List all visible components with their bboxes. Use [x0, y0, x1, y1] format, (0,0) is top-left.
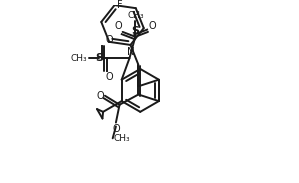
Text: F: F: [117, 0, 122, 10]
Text: S: S: [95, 53, 103, 63]
Text: O: O: [149, 21, 157, 31]
Text: CH₃: CH₃: [71, 54, 88, 63]
Text: O: O: [105, 35, 113, 45]
Text: O: O: [96, 91, 104, 101]
Text: O: O: [114, 21, 122, 31]
Text: S: S: [131, 26, 139, 36]
Text: N: N: [126, 47, 134, 57]
Text: CH₃: CH₃: [127, 11, 144, 20]
Text: O: O: [105, 72, 113, 82]
Text: O: O: [112, 124, 120, 134]
Text: CH₃: CH₃: [114, 134, 130, 143]
